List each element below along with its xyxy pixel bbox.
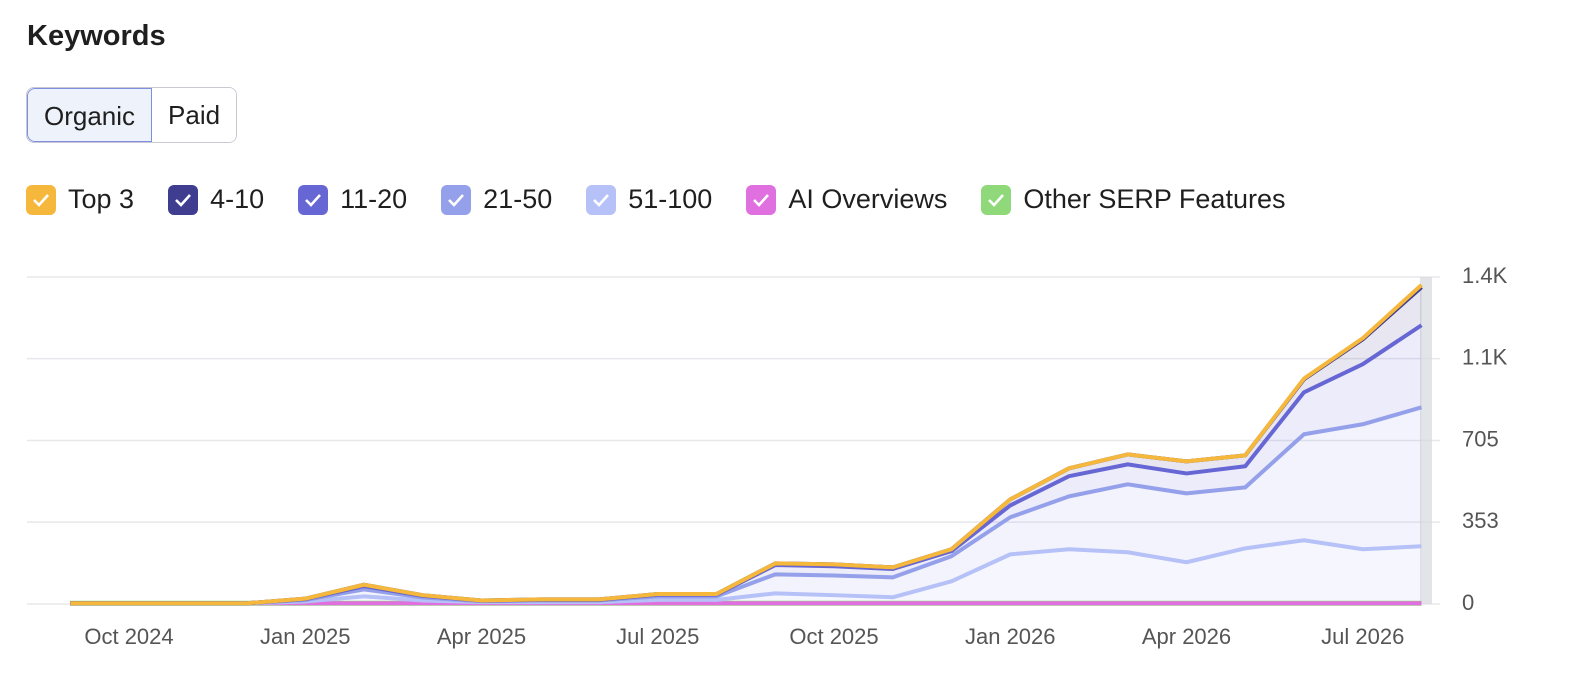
hover-band [1420, 277, 1432, 604]
checkbox[interactable] [586, 184, 617, 215]
legend-item[interactable]: 21-50 [441, 184, 552, 215]
checkbox[interactable] [26, 184, 56, 215]
legend-item[interactable]: 11-20 [298, 184, 407, 215]
x-tick-label: Jul 2026 [1321, 624, 1404, 649]
x-tick-label: Oct 2024 [84, 624, 173, 649]
legend-item[interactable]: Top 3 [26, 184, 134, 215]
x-tick-label: Jan 2026 [965, 624, 1056, 649]
check-icon [33, 193, 49, 207]
legend-item[interactable]: 4-10 [168, 184, 264, 215]
check-icon [175, 193, 192, 207]
check-icon [753, 193, 770, 207]
legend-label: 11-20 [340, 184, 408, 214]
series-line [70, 283, 1423, 606]
legend-label: 51-100 [628, 184, 713, 214]
x-tick-label: Jul 2025 [616, 624, 699, 649]
check-icon [305, 193, 322, 207]
checkbox[interactable] [168, 184, 199, 215]
legend-label: Other SERP Features [1023, 184, 1286, 214]
y-tick-label: 0 [1462, 590, 1474, 615]
checkbox[interactable] [746, 184, 777, 215]
tab[interactable]: Paid [152, 88, 237, 142]
check-icon [448, 193, 465, 207]
y-tick-label: 1.4K [1462, 263, 1508, 288]
checkbox[interactable] [981, 184, 1012, 215]
legend-item[interactable]: Other SERP Features [981, 184, 1285, 215]
tab-group: Organic Paid [26, 87, 238, 143]
x-tick-label: Apr 2025 [437, 624, 526, 649]
check-icon [988, 193, 1005, 207]
y-tick-label: 705 [1462, 426, 1499, 451]
legend-label: 21-50 [483, 184, 553, 214]
check-icon [593, 193, 610, 207]
x-tick-label: Apr 2026 [1142, 624, 1231, 649]
checkbox[interactable] [441, 184, 472, 215]
title: Keywords [27, 20, 166, 52]
area [70, 540, 1422, 604]
checkbox[interactable] [298, 184, 329, 215]
y-tick-label: 353 [1462, 508, 1499, 533]
legend-label: Top 3 [68, 184, 135, 214]
legend: Top 3 4-10 11-20 21-50 51-100 AI Overviews Oth… [26, 184, 1285, 215]
x-tick-label: Oct 2025 [789, 624, 878, 649]
tab[interactable]: Organic [27, 88, 153, 142]
legend-label: AI Overviews [788, 184, 948, 214]
legend-item[interactable]: 51-100 [586, 184, 712, 215]
area [70, 407, 1422, 604]
legend-item[interactable]: AI Overviews [746, 184, 947, 215]
x-tick-label: Jan 2025 [260, 624, 351, 649]
y-tick-label: 1.1K [1462, 344, 1508, 369]
legend-label: 4-10 [210, 184, 265, 214]
